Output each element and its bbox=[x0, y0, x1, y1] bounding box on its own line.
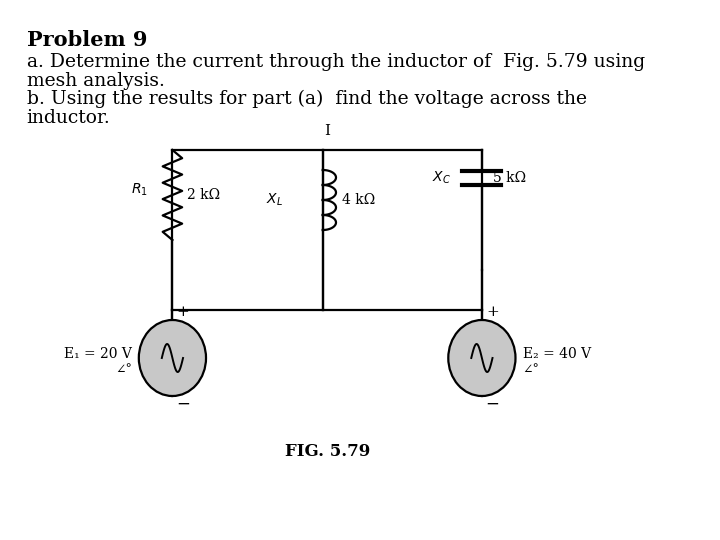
Text: Problem 9: Problem 9 bbox=[27, 30, 147, 50]
Text: mesh analysis.: mesh analysis. bbox=[27, 72, 164, 90]
Text: inductor.: inductor. bbox=[27, 109, 110, 127]
Circle shape bbox=[139, 320, 206, 396]
Text: $R_1$: $R_1$ bbox=[131, 182, 148, 198]
Text: −: − bbox=[176, 395, 190, 413]
Text: 4 kΩ: 4 kΩ bbox=[342, 193, 375, 207]
Text: 5 kΩ: 5 kΩ bbox=[492, 171, 526, 185]
Text: b. Using the results for part (a)  find the voltage across the: b. Using the results for part (a) find t… bbox=[27, 90, 587, 108]
Circle shape bbox=[449, 320, 516, 396]
Text: −: − bbox=[485, 395, 500, 413]
Text: $X_C$: $X_C$ bbox=[432, 170, 451, 186]
Text: 2 kΩ: 2 kΩ bbox=[186, 188, 220, 202]
Text: E₁ = 20 V: E₁ = 20 V bbox=[64, 347, 132, 361]
Text: +: + bbox=[176, 305, 189, 319]
Text: FIG. 5.79: FIG. 5.79 bbox=[284, 443, 370, 461]
Text: a. Determine the current through the inductor of  Fig. 5.79 using: a. Determine the current through the ind… bbox=[27, 53, 644, 71]
Text: ∠°: ∠° bbox=[115, 363, 132, 376]
Text: $X_L$: $X_L$ bbox=[266, 192, 283, 208]
Text: E₂ = 40 V: E₂ = 40 V bbox=[523, 347, 590, 361]
Text: +: + bbox=[486, 305, 499, 319]
Text: I: I bbox=[324, 124, 330, 138]
Text: ∠°: ∠° bbox=[523, 363, 539, 376]
